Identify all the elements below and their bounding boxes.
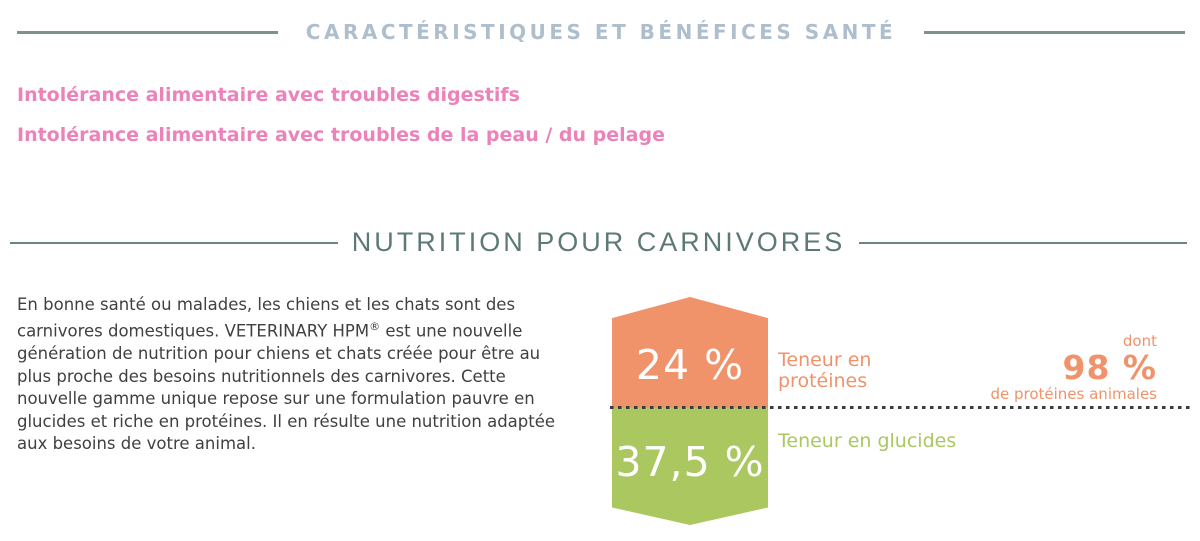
protein-label-line1: Teneur en [778,349,872,371]
features-section-header: CARACTÉRISTIQUES ET BÉNÉFICES SANTÉ [17,20,1185,44]
nutrition-section-header: NUTRITION POUR CARNIVORES [10,227,1187,258]
animal-protein-suffix: de protéines animales [990,385,1157,403]
nutrition-paragraph: En bonne santé ou malades, les chiens et… [17,294,577,455]
carbs-hexagon-bottom: 37,5 % [612,408,768,525]
protein-label-line2: protéines [778,370,868,392]
dotted-divider-line [610,406,1190,409]
features-header-rule-right [924,30,1185,34]
paragraph-text-after-trademark: est une nouvelle génération de nutrition… [17,321,556,453]
protein-hexagon-top: 24 % [612,297,768,408]
registered-trademark-symbol: ® [369,320,381,334]
feature-item-skin-coat: Intolérance alimentaire avec troubles de… [17,124,665,146]
carbs-content-label: Teneur en glucides [778,430,957,452]
protein-content-label: Teneur en protéines [778,350,871,392]
nutrition-header-rule-right [859,241,1187,244]
animal-protein-percentage: 98 % [1062,348,1157,387]
animal-protein-callout: dont 98 % de protéines animales [990,332,1157,404]
animal-protein-prefix: dont [1122,332,1157,350]
carbs-percentage: 37,5 % [615,437,765,486]
protein-percentage: 24 % [635,340,745,389]
features-list: Intolérance alimentaire avec troubles di… [17,85,665,165]
features-section-title: CARACTÉRISTIQUES ET BÉNÉFICES SANTÉ [305,20,897,44]
features-header-rule-left [17,30,278,34]
nutrition-header-rule-left [10,241,338,244]
paragraph-text-before-trademark: En bonne santé ou malades, les chiens et… [17,295,516,341]
nutrition-section-title: NUTRITION POUR CARNIVORES [351,227,846,257]
feature-item-digestive: Intolérance alimentaire avec troubles di… [17,84,520,106]
